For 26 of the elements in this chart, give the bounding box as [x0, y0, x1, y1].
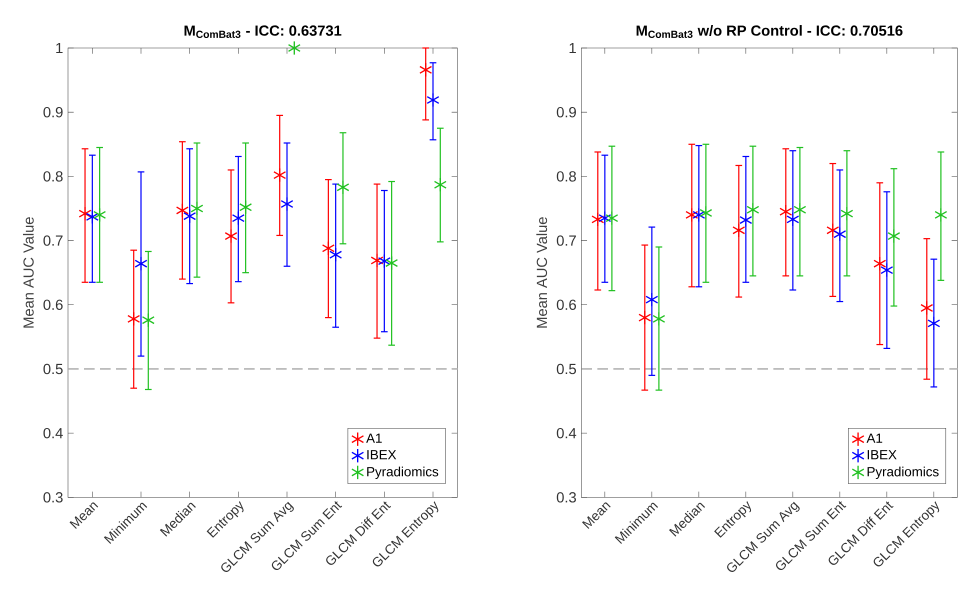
legend-label: Pyradiomics [868, 466, 939, 480]
y-tick-label: 1 [570, 42, 576, 54]
y-axis-title: Mean AUC Value [22, 217, 34, 328]
legend-label: A1 [366, 434, 382, 443]
y-tick-label: 0.9 [43, 107, 63, 118]
y-tick-label: 0.8 [43, 171, 63, 182]
y-tick-label: 0.3 [556, 492, 576, 503]
y-tick-label: 0.4 [556, 428, 576, 438]
y-tick-label: 0.3 [43, 492, 63, 503]
legend-label: Pyradiomics [367, 466, 438, 480]
legend-label: IBEX [868, 450, 897, 460]
y-tick-label: 0.4 [43, 428, 63, 438]
y-tick-label: 0.6 [43, 300, 63, 310]
y-tick-label: 0.5 [43, 364, 63, 374]
legend-label: A1 [866, 434, 882, 443]
y-tick-label: 0.7 [556, 235, 576, 246]
y-tick-label: 0.8 [556, 171, 576, 182]
y-axis-title: Mean AUC Value [536, 217, 548, 328]
chart-title: M$_{ComBat3}$ - ICC: 0.63731 [184, 25, 342, 38]
y-tick-label: 0.6 [556, 300, 576, 310]
chart-title: M$_{ComBat3}$ w/o RP Control - ICC: 0.70516 [636, 25, 903, 38]
y-tick-label: 0.7 [43, 235, 63, 246]
y-tick-label: 1 [56, 42, 63, 54]
legend-label: IBEX [367, 450, 396, 460]
y-tick-label: 0.5 [556, 364, 576, 374]
y-tick-label: 0.9 [556, 107, 576, 118]
